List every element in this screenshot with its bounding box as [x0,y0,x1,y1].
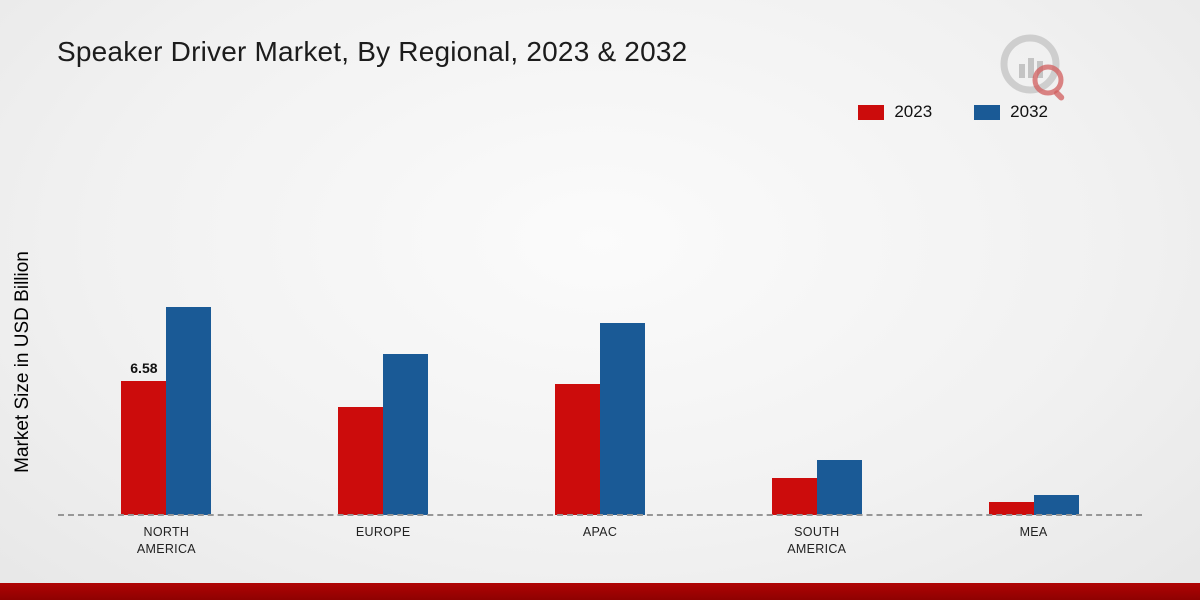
category-label: EUROPE [355,525,411,539]
legend-label-2023: 2023 [894,102,933,121]
bar-group [554,323,645,515]
bar-2023 [771,478,817,515]
y-axis-label: Market Size in USD Billion [12,251,33,473]
category-label: SOUTH AMERICA [787,525,847,556]
bar-group: 6.58 [121,307,212,515]
bar-2032 [166,307,212,515]
legend: 2023 2032 [858,102,1048,122]
category-label: APAC [582,525,618,539]
bar-2032 [383,354,429,515]
bar-2023 [988,502,1034,515]
bar-2023 [554,384,600,515]
legend-label-2032: 2032 [1010,102,1048,121]
bar-groups: 6.58 [58,255,1142,515]
legend-swatch-2032 [974,104,1001,120]
bar-group [338,354,429,515]
legend-item-2032: 2032 [974,102,1048,122]
bar-2023 [338,407,384,515]
bar-2032 [1033,495,1079,515]
brand-logo [994,30,1072,108]
chart-title: Speaker Driver Market, By Regional, 2023… [57,36,688,67]
bar-group [988,495,1079,515]
bar-value-label: 6.58 [130,360,158,376]
category-axis: NORTH AMERICA EUROPE APAC SOUTH AMERICA MEA [58,524,1142,558]
legend-swatch-2023 [858,104,885,120]
legend-item-2023: 2023 [858,102,932,122]
category-label: NORTH AMERICA [136,525,196,556]
bar-2023: 6.58 [121,360,167,515]
footer-band [0,583,1200,600]
bar-2032 [816,460,862,515]
plot-area: 6.58 NORTH AMERICA EUROPE APAC SOUTH AMERIC… [58,255,1142,558]
category-label: MEA [1019,525,1048,539]
bar-group [771,460,862,515]
x-axis-baseline [58,514,1142,516]
bar-2032 [599,323,645,515]
